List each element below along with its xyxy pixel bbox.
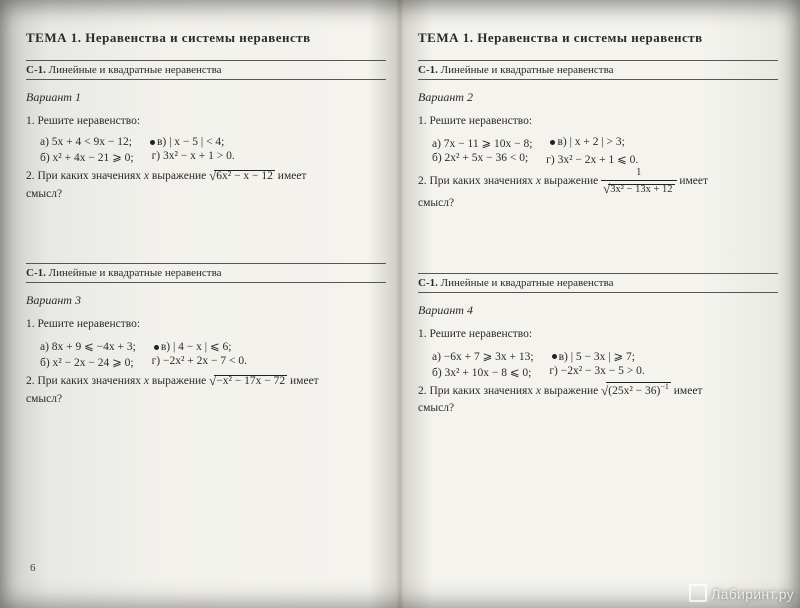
inequality-row: а) 8x + 9 ⩽ −4x + 3; в) | 4 − x | ⩽ 6; <box>40 339 386 353</box>
bullet-icon <box>154 345 159 350</box>
task-1: 1. Решите неравенство: <box>26 113 386 130</box>
task-1: 1. Решите неравенство: <box>26 316 386 333</box>
inequality-row: б) x² − 2x − 24 ⩾ 0; г) −2x² + 2x − 7 < … <box>40 355 386 369</box>
right-page: ТЕМА 1. Неравенства и системы неравенств… <box>418 30 778 580</box>
open-book-photo: ТЕМА 1. Неравенства и системы неравенств… <box>0 0 800 608</box>
task-2: 2. При каких значениях x выражение 1 √3x… <box>418 168 778 212</box>
task-1: 1. Решите неравенство: <box>418 326 778 343</box>
inequality-row: б) 2x² + 5x − 36 < 0; г) 3x² − 2x + 1 ⩽ … <box>432 152 778 166</box>
variant-title: Вариант 1 <box>26 90 386 105</box>
inequality-row: б) x² + 4x − 21 ⩾ 0; г) 3x² − x + 1 > 0. <box>40 150 386 164</box>
task-2: 2. При каких значениях x выражение √−x² … <box>26 371 386 408</box>
page-number: 6 <box>30 562 36 574</box>
theme-label: ТЕМА 1. <box>26 30 82 45</box>
inequality-row: а) 7x − 11 ⩾ 10x − 8; в) | x + 2 | > 3; <box>432 136 778 150</box>
theme-heading: ТЕМА 1. Неравенства и системы неравенств <box>418 30 778 46</box>
task-2: 2. При каких значениях x выражение √6x² … <box>26 166 386 203</box>
left-page: ТЕМА 1. Неравенства и системы неравенств… <box>26 30 386 580</box>
bullet-icon <box>552 354 557 359</box>
task-2: 2. При каких значениях x выражение √(25x… <box>418 381 778 418</box>
inequality-row: а) −6x + 7 ⩾ 3x + 13; в) | 5 − 3x | ⩾ 7; <box>432 349 778 363</box>
task-1: 1. Решите неравенство: <box>418 113 778 130</box>
theme-title: Неравенства и системы неравенств <box>85 30 310 45</box>
variant-title: Вариант 2 <box>418 90 778 105</box>
bullet-icon <box>150 140 155 145</box>
section-heading: С-1. Линейные и квадратные неравенства <box>26 263 386 283</box>
theme-heading: ТЕМА 1. Неравенства и системы неравенств <box>26 30 386 46</box>
variant-title: Вариант 3 <box>26 293 386 308</box>
watermark-logo-icon <box>689 584 707 602</box>
watermark: Лабиринт.ру <box>689 584 794 602</box>
variant-title: Вариант 4 <box>418 303 778 318</box>
fraction: 1 √3x² − 13x + 12 <box>601 168 676 195</box>
section-heading: С-1. Линейные и квадратные неравенства <box>418 60 778 80</box>
section-heading: С-1. Линейные и квадратные неравенства <box>26 60 386 80</box>
inequality-row: а) 5x + 4 < 9x − 12; в) | x − 5 | < 4; <box>40 136 386 148</box>
bullet-icon <box>550 140 555 145</box>
section-heading: С-1. Линейные и квадратные неравенства <box>418 273 778 293</box>
inequality-row: б) 3x² + 10x − 8 ⩽ 0; г) −2x² − 3x − 5 >… <box>432 365 778 379</box>
